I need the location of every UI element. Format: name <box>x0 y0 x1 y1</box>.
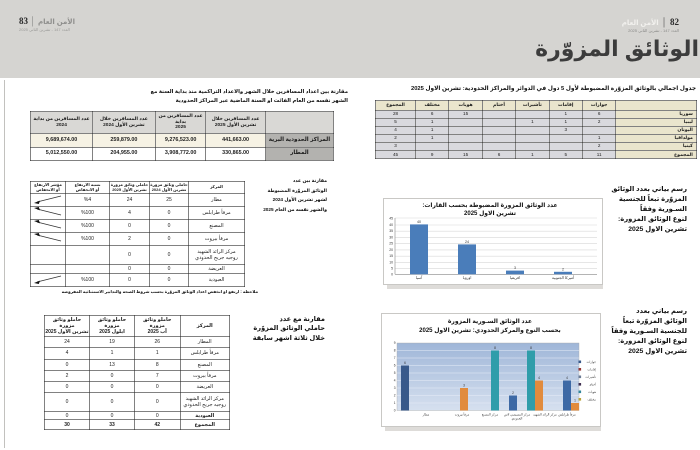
svg-text:20: 20 <box>389 248 393 252</box>
svg-text:1: 1 <box>574 399 576 403</box>
svg-text:6: 6 <box>394 364 396 368</box>
svg-text:إقامات: إقامات <box>587 368 596 373</box>
svg-text:2: 2 <box>512 391 514 395</box>
svg-text:افريقيا: افريقيا <box>510 276 520 280</box>
svg-text:8: 8 <box>530 346 532 350</box>
svg-text:4: 4 <box>394 379 396 383</box>
svg-text:3: 3 <box>463 384 465 388</box>
svg-text:9: 9 <box>394 341 396 345</box>
svg-text:مختلف: مختلف <box>587 398 596 402</box>
svg-text:4: 4 <box>538 376 540 380</box>
svg-text:1: 1 <box>394 401 396 405</box>
svg-text:مركز المصيصي لاس: مركز المصيصي لاس <box>504 413 531 417</box>
svg-text:4: 4 <box>566 376 568 380</box>
svg-text:8: 8 <box>494 346 496 350</box>
svg-text:40: 40 <box>389 223 393 227</box>
svg-text:5: 5 <box>391 267 393 271</box>
svg-text:24: 24 <box>465 240 469 244</box>
svg-text:اوروبا: اوروبا <box>463 276 472 280</box>
svg-text:تأشيرات: تأشيرات <box>586 374 597 379</box>
svg-text:0: 0 <box>391 273 393 277</box>
svg-text:5: 5 <box>394 371 396 375</box>
svg-text:15: 15 <box>389 254 393 258</box>
svg-text:7: 7 <box>394 356 396 360</box>
svg-text:آسيا: آسيا <box>416 275 423 280</box>
svg-text:3: 3 <box>514 266 516 270</box>
svg-text:مرفأ طرابلس: مرفأ طرابلس <box>558 412 576 417</box>
svg-text:25: 25 <box>389 242 393 246</box>
svg-text:35: 35 <box>389 229 393 233</box>
svg-text:جوازات: جوازات <box>587 360 596 364</box>
svg-text:40: 40 <box>417 220 421 224</box>
svg-text:30: 30 <box>389 235 393 239</box>
svg-text:10: 10 <box>389 260 393 264</box>
svg-text:2: 2 <box>562 267 564 271</box>
svg-text:مرفأ بيروت: مرفأ بيروت <box>455 412 470 417</box>
svg-text:هويات: هويات <box>588 390 596 394</box>
svg-text:6: 6 <box>404 361 406 365</box>
svg-text:2: 2 <box>394 394 396 398</box>
svg-text:أميركا الجنوبية: أميركا الجنوبية <box>552 275 574 280</box>
svg-text:مركز المصنع: مركز المصنع <box>482 413 499 417</box>
svg-text:3: 3 <box>394 386 396 390</box>
svg-text:45: 45 <box>389 217 393 221</box>
svg-text:أختام: أختام <box>590 383 597 388</box>
svg-text:8: 8 <box>394 349 396 353</box>
svg-text:0: 0 <box>394 409 396 413</box>
svg-text:مطار: مطار <box>422 413 430 417</box>
svg-text:الحدودي: الحدودي <box>512 416 523 420</box>
svg-text:مركز الرائد الشهيد: مركز الرائد الشهيد <box>533 413 557 417</box>
